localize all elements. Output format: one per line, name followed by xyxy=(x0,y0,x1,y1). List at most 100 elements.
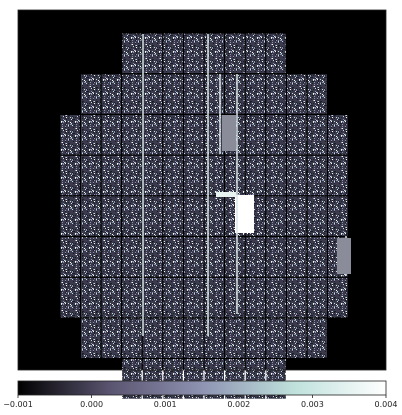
ccd-tile xyxy=(328,196,348,236)
ccd-tile xyxy=(225,277,245,318)
ccd-tile xyxy=(122,318,142,358)
ccd-tile xyxy=(184,33,204,74)
ccd-tile xyxy=(328,277,348,318)
masked-tile xyxy=(337,238,351,274)
ccd-tile xyxy=(266,115,286,155)
ccd-tile xyxy=(142,33,163,74)
ccd-tile xyxy=(81,277,101,318)
ccd-tile xyxy=(163,318,183,358)
ccd-tile xyxy=(122,155,142,196)
ccd-tile xyxy=(307,277,327,318)
ccd-tile xyxy=(60,277,80,318)
ccd-tile xyxy=(163,277,183,318)
masked-tile xyxy=(222,115,236,151)
ccd-tile xyxy=(122,277,142,318)
ccd-tile xyxy=(122,33,142,74)
ccd-tile xyxy=(184,277,204,318)
ccd-tile xyxy=(81,196,101,236)
ccd-tile xyxy=(142,115,163,155)
colorbar-tick-label: 0.001 xyxy=(154,400,177,409)
colorbar-tick-label: 0.003 xyxy=(301,400,324,409)
ccd-tile xyxy=(204,237,224,277)
image-features xyxy=(142,34,351,336)
ccd-tile xyxy=(225,237,245,277)
ccd-tile xyxy=(204,277,224,318)
ccd-tile xyxy=(101,196,121,236)
ccd-tile xyxy=(245,115,266,155)
ccd-tile xyxy=(184,155,204,196)
ccd-tile xyxy=(266,196,286,236)
column-streak xyxy=(207,34,209,336)
ccd-tile xyxy=(184,196,204,236)
ccd-tile xyxy=(287,277,307,318)
ccd-tile xyxy=(287,115,307,155)
ccd-tile xyxy=(266,277,286,318)
ccd-tile xyxy=(225,155,245,196)
ccd-tile xyxy=(60,237,80,277)
saturated-trail xyxy=(216,192,236,197)
column-streak xyxy=(142,34,144,336)
ccd-tile xyxy=(287,237,307,277)
ccd-tile xyxy=(60,196,80,236)
ccd-tile xyxy=(101,237,121,277)
ccd-tile xyxy=(184,237,204,277)
ccd-tile xyxy=(122,74,142,114)
ccd-tile xyxy=(204,33,224,74)
ccd-tile xyxy=(287,196,307,236)
ccd-tile xyxy=(101,155,121,196)
colorbar-tick-label: −0.001 xyxy=(3,400,33,409)
ccd-tile xyxy=(245,74,266,114)
ccd-tile xyxy=(307,155,327,196)
ccd-tile xyxy=(81,237,101,277)
ccd-tile xyxy=(287,74,307,114)
colorbar-tick-label: 0.000 xyxy=(80,400,103,409)
ccd-tile xyxy=(266,74,286,114)
column-streak xyxy=(236,74,238,314)
ccd-tile xyxy=(184,318,204,358)
ccd-tile xyxy=(266,318,286,358)
ccd-tile xyxy=(184,74,204,114)
ccd-tile xyxy=(142,237,163,277)
ccd-tile xyxy=(142,318,163,358)
ccd-tile xyxy=(142,74,163,114)
ccd-tile xyxy=(307,196,327,236)
ccd-tile xyxy=(266,155,286,196)
ccd-tile xyxy=(225,74,245,114)
ccd-tile xyxy=(266,237,286,277)
ccd-tile xyxy=(307,74,327,114)
ccd-tile xyxy=(307,237,327,277)
ccd-tile xyxy=(245,237,266,277)
ccd-tile xyxy=(184,115,204,155)
ccd-tile xyxy=(204,196,224,236)
ccd-tile xyxy=(307,115,327,155)
ccd-tile xyxy=(101,115,121,155)
ccd-tile xyxy=(163,115,183,155)
ccd-tile xyxy=(225,33,245,74)
ccd-tile xyxy=(101,277,121,318)
image-frame xyxy=(17,9,387,371)
ccd-tile xyxy=(142,155,163,196)
ccd-tile xyxy=(307,318,327,358)
saturated-region xyxy=(235,195,254,233)
ccd-tile xyxy=(328,155,348,196)
ccd-tile xyxy=(245,318,266,358)
ccd-tile xyxy=(81,155,101,196)
ccd-tile xyxy=(81,74,101,114)
ccd-tile xyxy=(163,74,183,114)
ccd-tile xyxy=(287,318,307,358)
ccd-tile xyxy=(163,33,183,74)
ccd-tile xyxy=(266,33,286,74)
ccd-tile xyxy=(245,277,266,318)
ccd-tile xyxy=(142,196,163,236)
ccd-tile xyxy=(287,155,307,196)
ccd-tile xyxy=(122,196,142,236)
colorbar xyxy=(17,380,387,396)
column-streak xyxy=(219,74,221,154)
ccd-tile xyxy=(60,115,80,155)
ccd-tile xyxy=(81,115,101,155)
ccd-tile xyxy=(122,115,142,155)
colorbar-tick-label: 0.004 xyxy=(375,400,398,409)
ccd-tile xyxy=(81,318,101,358)
ccd-tile xyxy=(204,318,224,358)
